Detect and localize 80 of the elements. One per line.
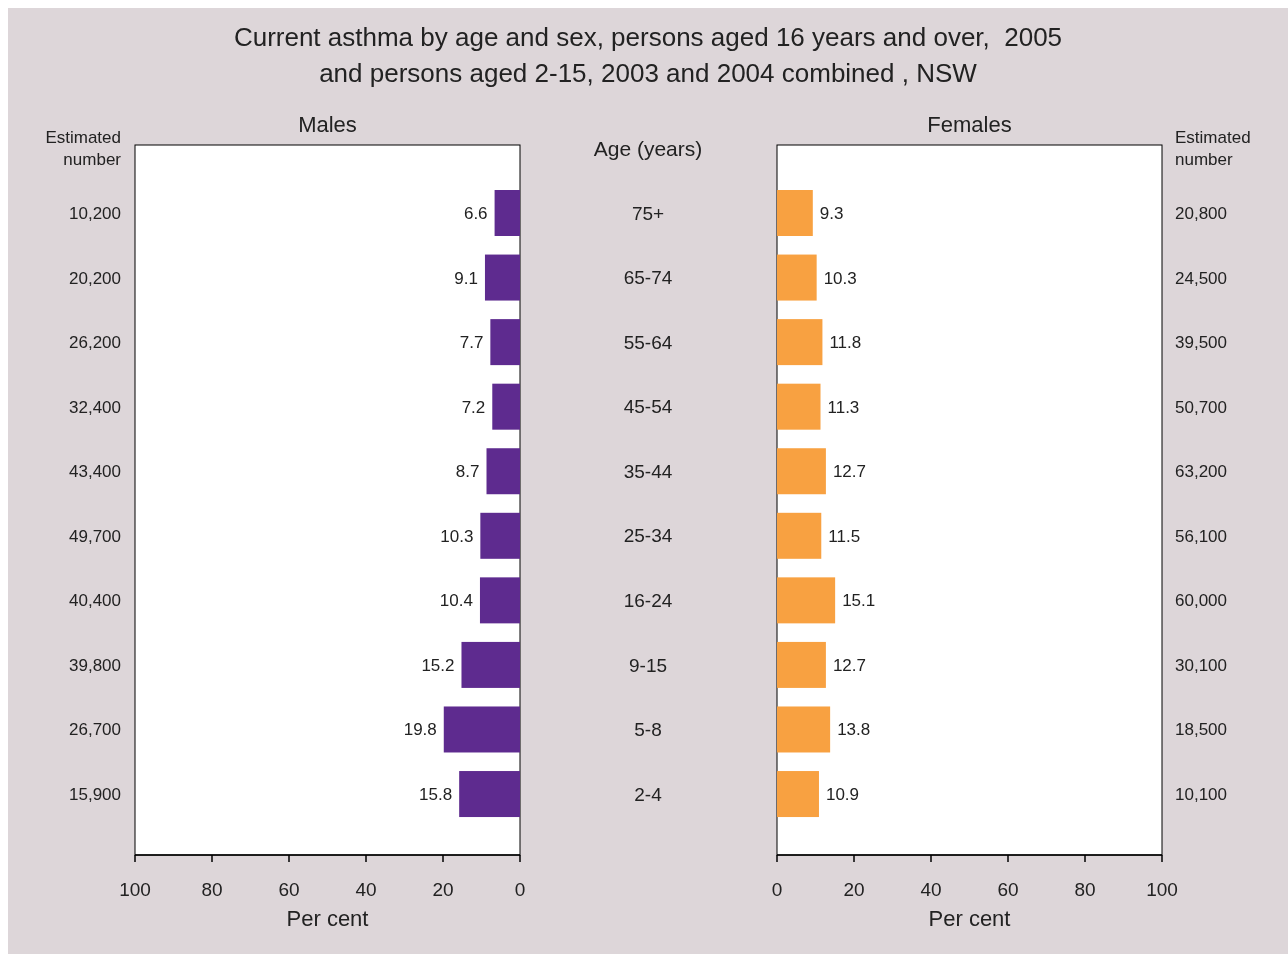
data-label: 9.3: [819, 203, 844, 223]
y-tick-label: 9-15: [628, 654, 668, 676]
data-label: 12.7: [832, 655, 866, 675]
bar: [494, 190, 520, 236]
data-label: 8.7: [455, 462, 480, 482]
data-label: 9.1: [454, 268, 478, 288]
y-tick-label: 25-34: [623, 525, 673, 547]
x-tick-label: 0: [771, 879, 783, 900]
chart-subtitle: Males: [298, 112, 357, 137]
data-label: 11.8: [829, 333, 862, 353]
bar: [486, 448, 520, 495]
text: 20,800: [1175, 203, 1227, 223]
data-label: 15.2: [421, 655, 455, 675]
x-tick-label: 60: [997, 879, 1019, 900]
x-axis-title: Per cent: [286, 906, 369, 931]
y-tick-label: 75+: [631, 202, 665, 224]
text: 39,500: [1175, 333, 1227, 353]
x-tick-label: 0: [514, 879, 526, 900]
data-label: 7.2: [461, 397, 486, 417]
bar: [490, 319, 520, 366]
text: 63,200: [1175, 462, 1227, 482]
x-axis-title: Per cent: [928, 906, 1011, 931]
x-tick-label: 20: [432, 879, 454, 900]
x-tick-label: 40: [355, 879, 377, 900]
text: 32,400: [69, 397, 121, 417]
bar: [492, 383, 520, 430]
y-tick-label: 45-54: [623, 396, 673, 418]
data-label: 6.6: [463, 203, 488, 223]
data-label: 10.4: [439, 591, 473, 611]
y-tick-label: 35-44: [623, 460, 673, 482]
bar: [443, 706, 520, 753]
text: 20,200: [69, 268, 121, 288]
text: 15,900: [69, 784, 121, 804]
bar: [459, 771, 520, 818]
data-label: 11.5: [828, 526, 861, 546]
data-label: 19.8: [403, 720, 437, 740]
x-tick-label: 80: [201, 879, 223, 900]
x-tick-label: 40: [920, 879, 942, 900]
text: 10,200: [69, 203, 121, 223]
text: 39,800: [69, 655, 121, 675]
data-label: 7.7: [459, 333, 484, 353]
data-label: 10.9: [825, 784, 860, 804]
y-tick-label: 2-4: [634, 783, 663, 805]
data-label: 10.3: [440, 526, 474, 546]
y-tick-label: 5-8: [634, 719, 662, 741]
text: 18,500: [1175, 720, 1227, 740]
data-label: 11.3: [827, 397, 860, 417]
bar: [479, 577, 520, 624]
text: Current asthma by age and sex, persons aged 16 years and over, 2005 and persons aged 2-15, 2003 and 2004 combined , NSW: [233, 22, 1063, 88]
x-tick-label: 80: [1074, 879, 1096, 900]
y-axis-title: Age (years): [593, 137, 703, 160]
x-tick-label: 20: [843, 879, 865, 900]
text: 40,400: [69, 591, 121, 611]
data-label: 15.8: [419, 784, 453, 804]
text: 50,700: [1175, 397, 1227, 417]
text: 24,500: [1175, 268, 1227, 288]
data-label: 13.8: [837, 720, 871, 740]
text: 26,200: [69, 333, 121, 353]
x-tick-label: 60: [278, 879, 300, 900]
text: 56,100: [1175, 526, 1227, 546]
y-tick-label: 65-74: [623, 267, 673, 289]
text: Estimated number: [1175, 128, 1251, 169]
text: 10,100: [1175, 784, 1227, 804]
x-tick-label: 100: [119, 879, 151, 900]
data-label: 12.7: [832, 462, 866, 482]
text: 43,400: [69, 462, 121, 482]
bar: [480, 512, 520, 559]
bar: [461, 641, 520, 688]
text: 30,100: [1175, 655, 1227, 675]
y-tick-label: 16-24: [623, 590, 673, 612]
text: 26,700: [69, 720, 121, 740]
text: 60,000: [1175, 591, 1227, 611]
chart-title: Females: [927, 112, 1012, 137]
data-label: 15.1: [842, 591, 876, 611]
y-tick-label: 55-64: [623, 331, 673, 353]
text: Estimated number: [45, 128, 122, 169]
bar: [484, 254, 520, 301]
data-label: 10.3: [823, 268, 857, 288]
text: 49,700: [69, 526, 121, 546]
x-tick-label: 100: [1146, 879, 1178, 900]
